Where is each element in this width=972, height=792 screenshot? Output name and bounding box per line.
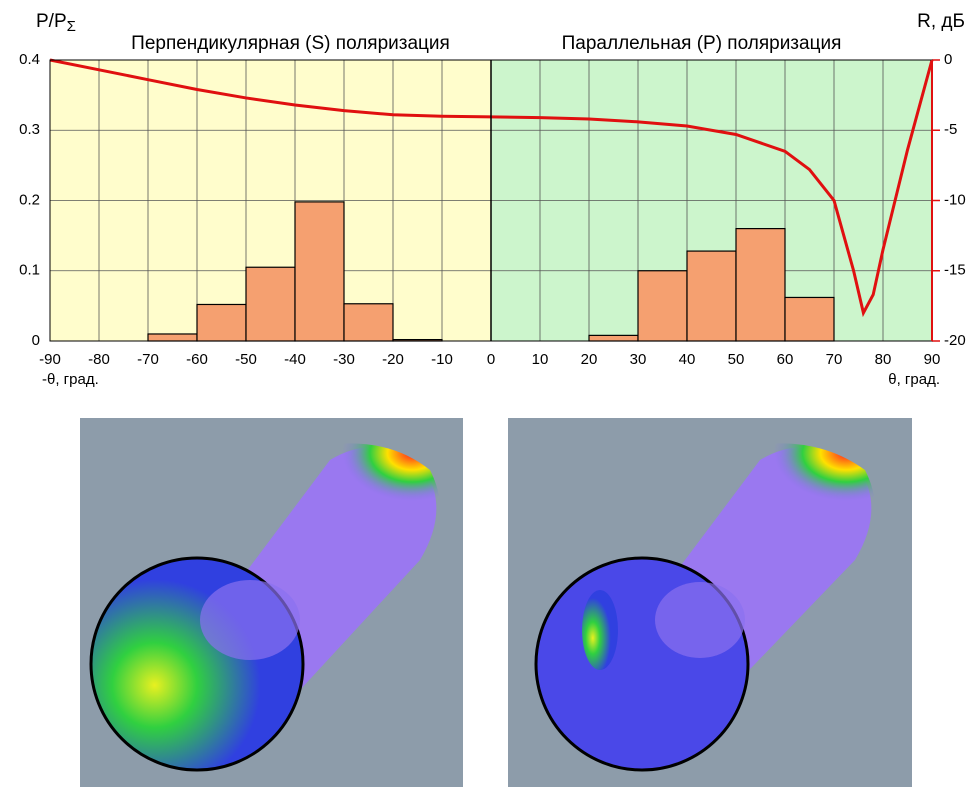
region-right-label: Параллельная (P) поляризация (562, 33, 842, 54)
y-tick-label: 0 (32, 332, 40, 349)
x-tick-label: -20 (382, 351, 404, 368)
y2-tick-label: -20 (944, 332, 966, 349)
panel-right-image (508, 418, 912, 787)
y2-tick-label: -15 (944, 262, 966, 279)
x-tick-label: 90 (924, 351, 941, 368)
y-tick-label: 0.1 (19, 262, 40, 279)
x-tick-label: -30 (333, 351, 355, 368)
bar (295, 202, 344, 341)
x-tick-label: 20 (581, 351, 598, 368)
x-tick-label: 80 (875, 351, 892, 368)
y-tick-label: 0.2 (19, 191, 40, 208)
bar (246, 267, 295, 341)
x-tick-label: 30 (630, 351, 647, 368)
x-tick-label: 10 (532, 351, 549, 368)
x-tick-label: -70 (137, 351, 159, 368)
x-tick-label: -60 (186, 351, 208, 368)
x-tick-label: -10 (431, 351, 453, 368)
bar (589, 335, 638, 341)
y-axis-label: P/PΣ (36, 11, 76, 35)
x-axis-label-right: θ, град. (888, 371, 940, 388)
x-tick-label: 60 (777, 351, 794, 368)
y2-tick-label: 0 (944, 51, 952, 68)
x-tick-label: -50 (235, 351, 257, 368)
bar (344, 304, 393, 341)
bar (736, 229, 785, 341)
bar (638, 271, 687, 341)
x-tick-label: 50 (728, 351, 745, 368)
bar (785, 297, 834, 341)
bar (687, 251, 736, 341)
x-tick-label: 40 (679, 351, 696, 368)
y2-tick-label: -10 (944, 191, 966, 208)
y2-axis-label: R, дБ (917, 11, 965, 32)
y2-tick-label: -5 (944, 121, 957, 138)
x-tick-label: -90 (39, 351, 61, 368)
x-tick-label: 0 (487, 351, 495, 368)
x-tick-label: -40 (284, 351, 306, 368)
y-tick-label: 0.3 (19, 121, 40, 138)
bar (197, 304, 246, 341)
x-tick-label: -80 (88, 351, 110, 368)
figure: P/PΣ R, дБ -θ, град. θ, град. Перпендику… (0, 0, 972, 787)
panel-left-image (80, 418, 463, 787)
bar (148, 334, 197, 341)
region-left-label: Перпендикулярная (S) поляризация (131, 33, 450, 54)
y-tick-label: 0.4 (19, 51, 40, 68)
x-axis-label-left: -θ, град. (42, 371, 99, 388)
x-tick-label: 70 (826, 351, 843, 368)
